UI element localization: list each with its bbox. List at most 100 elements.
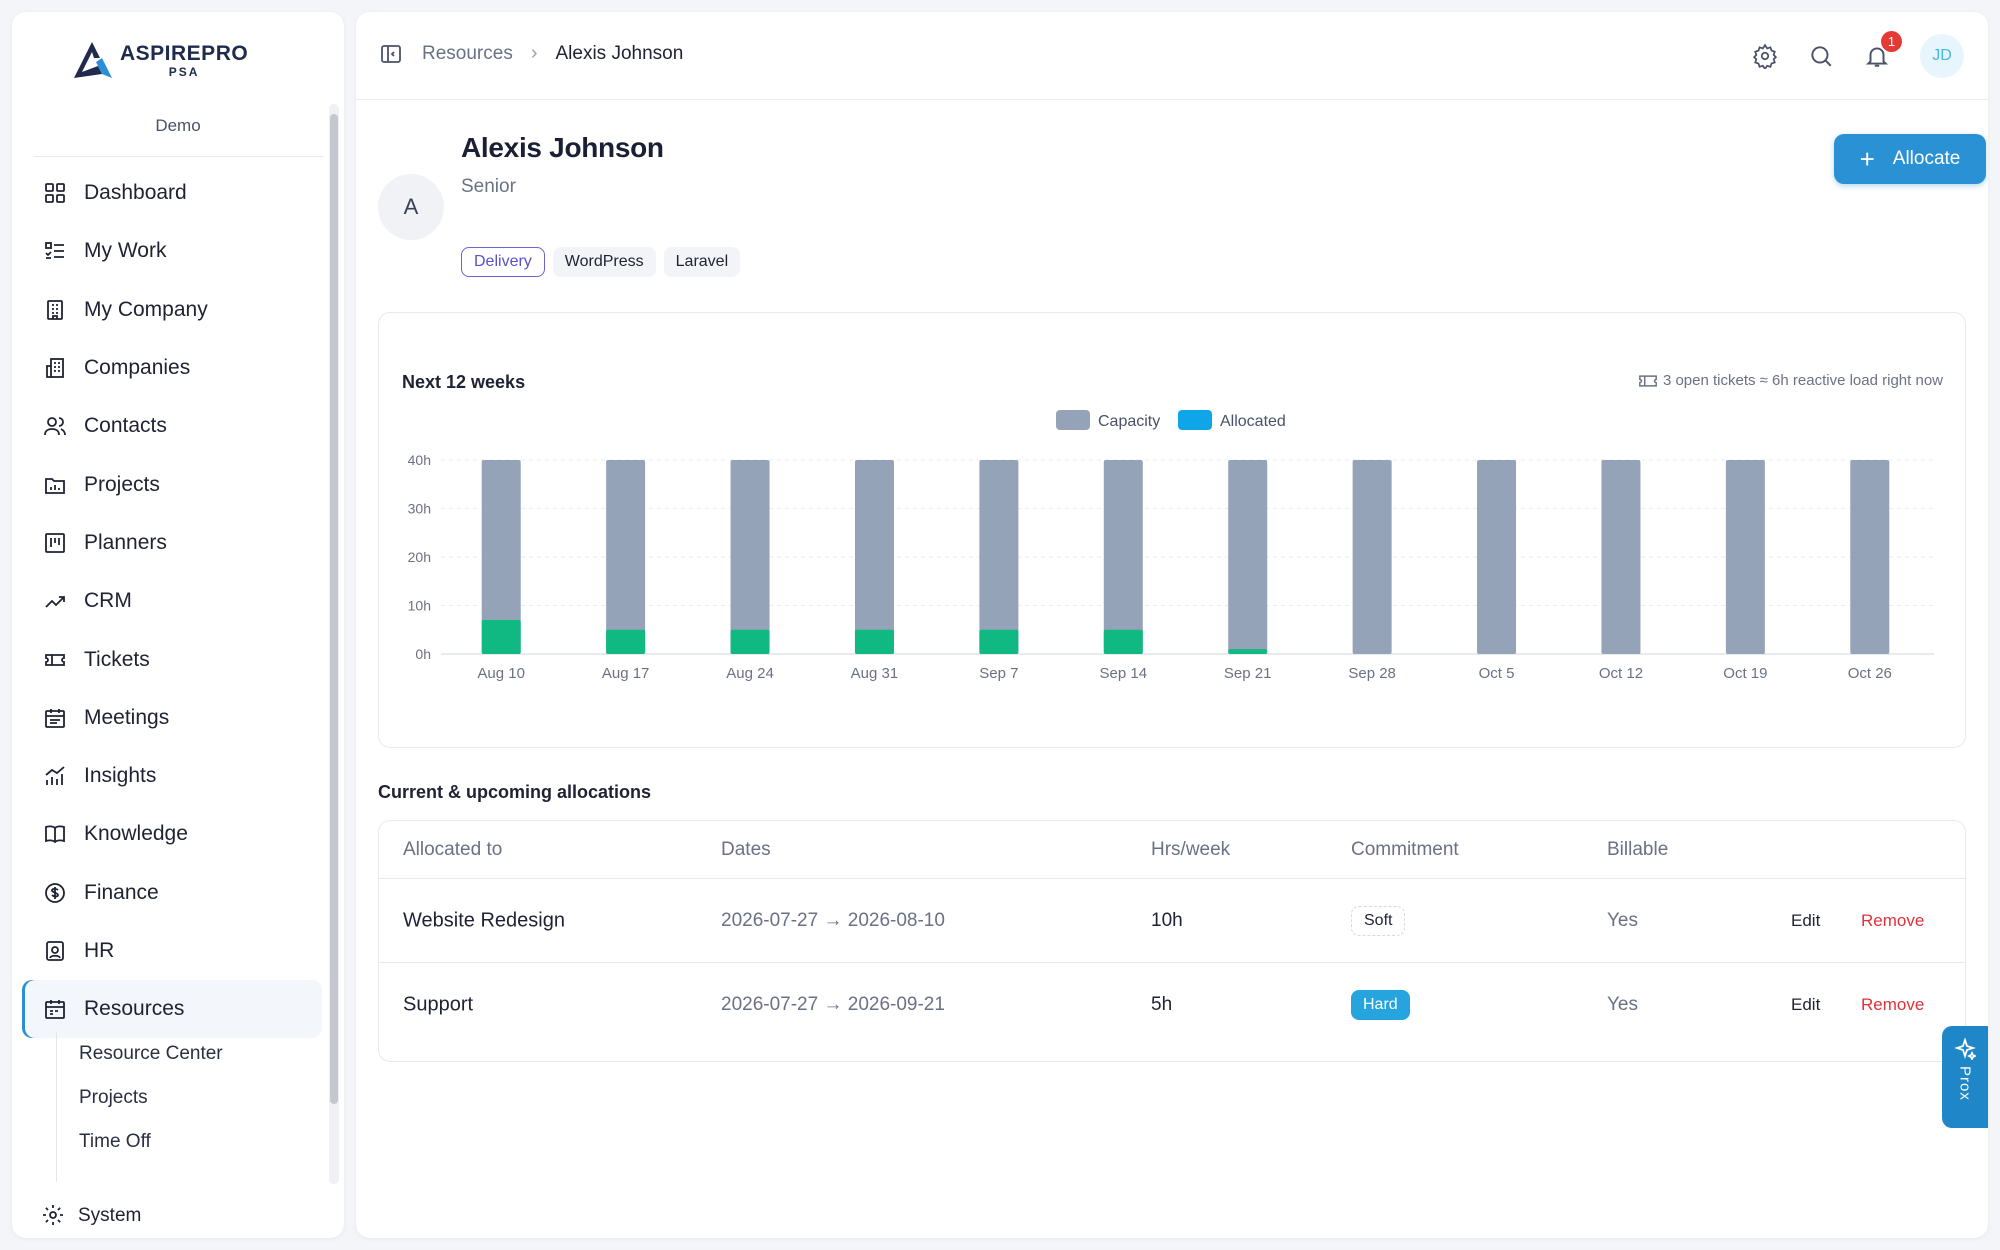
sidebar-item-hr[interactable]: HR — [22, 922, 322, 980]
sidebar-toggle-icon[interactable] — [380, 43, 402, 65]
allocation-dates: 2026-07-27 → 2026-08-10 — [721, 909, 945, 931]
remove-button[interactable]: Remove — [1861, 995, 1925, 1014]
commitment-cell: Soft — [1351, 905, 1406, 936]
y-tick-label: 30h — [408, 501, 431, 517]
y-tick-label: 20h — [408, 549, 431, 565]
open-tickets-note: 3 open tickets ≈ 6h reactive load right … — [1639, 372, 1943, 389]
gear-icon — [42, 1204, 66, 1228]
search-icon[interactable] — [1808, 43, 1834, 69]
allocation-hours: 10h — [1151, 909, 1183, 931]
checklist-icon — [42, 238, 68, 264]
logo-mark-icon — [74, 42, 112, 78]
divider — [34, 156, 324, 157]
user-avatar[interactable]: JD — [1920, 34, 1964, 78]
allocate-button[interactable]: + Allocate — [1834, 134, 1986, 184]
capacity-bar — [1352, 460, 1392, 654]
x-tick-label: Oct 26 — [1848, 665, 1892, 682]
notifications-bell-icon[interactable]: 1 — [1864, 31, 1902, 69]
sidebar-item-label: Insights — [84, 764, 157, 788]
x-tick-label: Sep 7 — [979, 665, 1018, 682]
sidebar-item-contacts[interactable]: Contacts — [22, 397, 322, 455]
y-tick-label: 40h — [408, 452, 431, 468]
allocate-label: Allocate — [1892, 148, 1961, 169]
sidebar-item-label: Companies — [84, 356, 191, 380]
sidebar-item-label: Tickets — [84, 647, 150, 671]
sidebar-item-label: Projects — [84, 472, 160, 496]
profile-role: Senior — [461, 176, 516, 197]
sidebar-item-my-company[interactable]: My Company — [22, 281, 322, 339]
sidebar-scrollbar[interactable] — [329, 104, 339, 1184]
capacity-bar — [730, 460, 770, 654]
sidebar-item-resources[interactable]: Resources — [22, 980, 322, 1039]
sidebar-item-dashboard[interactable]: Dashboard — [22, 164, 322, 222]
sidebar-item-meetings[interactable]: Meetings — [22, 689, 322, 747]
remove-button[interactable]: Remove — [1861, 910, 1925, 930]
allocation-dates: 2026-07-27 → 2026-09-21 — [721, 994, 945, 1015]
allocation-hours: 5h — [1151, 994, 1173, 1015]
edit-button[interactable]: Edit — [1791, 995, 1821, 1014]
x-tick-label: Oct 5 — [1479, 665, 1515, 682]
profile-name: Alexis Johnson — [461, 132, 664, 163]
plus-icon: + — [1859, 144, 1875, 174]
chart-title: Next 12 weeks — [402, 372, 526, 392]
sidebar-item-my-work[interactable]: My Work — [22, 222, 322, 280]
sidebar-item-insights[interactable]: Insights — [22, 747, 322, 805]
x-tick-label: Sep 14 — [1100, 665, 1148, 682]
sidebar-item-crm[interactable]: CRM — [22, 572, 322, 630]
commitment-badge: Hard — [1351, 990, 1410, 1020]
sidebar-item-label: Planners — [84, 530, 167, 554]
tenant-name[interactable]: Demo — [155, 116, 201, 135]
sidebar-item-knowledge[interactable]: Knowledge — [22, 805, 322, 863]
building-icon — [42, 297, 68, 323]
bar-chart-icon — [42, 763, 68, 789]
ticket-icon — [1639, 374, 1657, 387]
capacity-bar — [1601, 460, 1641, 654]
subnav-item-resource-center[interactable]: Resource Center — [79, 1043, 223, 1064]
topbar: Resources › Alexis Johnson 1 JD — [356, 12, 1988, 100]
allocations-table: Allocated to Dates Hrs/week Commitment B… — [378, 820, 1966, 1062]
capacity-bar — [1477, 460, 1517, 654]
calendar-icon — [42, 996, 68, 1022]
header-billable: Billable — [1607, 838, 1669, 860]
x-tick-label: Aug 24 — [726, 665, 774, 682]
logo-title: ASPIREPRO — [120, 41, 249, 65]
header-hrs-week: Hrs/week — [1151, 838, 1231, 860]
ticket-icon — [42, 647, 68, 673]
open-tickets-text: 3 open tickets ≈ 6h reactive load right … — [1662, 372, 1943, 389]
sidebar-item-planners[interactable]: Planners — [22, 514, 322, 572]
allocation-billable: Yes — [1607, 994, 1638, 1015]
sidebar-item-projects[interactable]: Projects — [22, 455, 322, 513]
sidebar-item-companies[interactable]: Companies — [22, 339, 322, 397]
allocated-bar — [1228, 649, 1268, 654]
scrollbar-thumb[interactable] — [330, 114, 338, 1104]
settings-gear-icon[interactable] — [1752, 43, 1778, 71]
prox-assistant-tab[interactable]: Prox — [1942, 1026, 1988, 1128]
y-tick-label: 0h — [415, 646, 431, 662]
capacity-bar — [854, 460, 894, 654]
sidebar-nav: Dashboard My Work My Company Companies C… — [22, 164, 322, 1039]
sidebar-item-finance[interactable]: Finance — [22, 864, 322, 922]
logo[interactable]: ASPIREPRO PSA — [72, 40, 248, 80]
breadcrumb-resources[interactable]: Resources — [422, 42, 513, 64]
prox-label: Prox — [1956, 1066, 1974, 1101]
y-tick-label: 10h — [408, 598, 431, 614]
allocated-bar — [481, 620, 521, 654]
commitment-cell: Hard — [1351, 990, 1410, 1020]
capacity-bar — [1850, 460, 1890, 654]
x-tick-label: Oct 19 — [1723, 665, 1767, 682]
x-tick-label: Aug 17 — [602, 665, 650, 682]
sidebar-item-system[interactable]: System — [42, 1204, 141, 1228]
calendar-list-icon — [42, 705, 68, 731]
trend-icon — [42, 588, 68, 614]
subnav-item-time-off[interactable]: Time Off — [79, 1131, 151, 1152]
allocation-name: Support — [403, 993, 474, 1016]
sidebar-item-tickets[interactable]: Tickets — [22, 630, 322, 688]
main-panel: Resources › Alexis Johnson 1 JD A Alexis… — [356, 12, 1988, 1238]
edit-button[interactable]: Edit — [1791, 910, 1821, 930]
commitment-badge: Soft — [1351, 905, 1406, 936]
dollar-icon — [42, 880, 68, 906]
profile-avatar: A — [378, 174, 444, 240]
grid-icon — [42, 180, 68, 206]
x-tick-label: Oct 12 — [1599, 665, 1643, 682]
subnav-item-projects[interactable]: Projects — [79, 1087, 148, 1108]
